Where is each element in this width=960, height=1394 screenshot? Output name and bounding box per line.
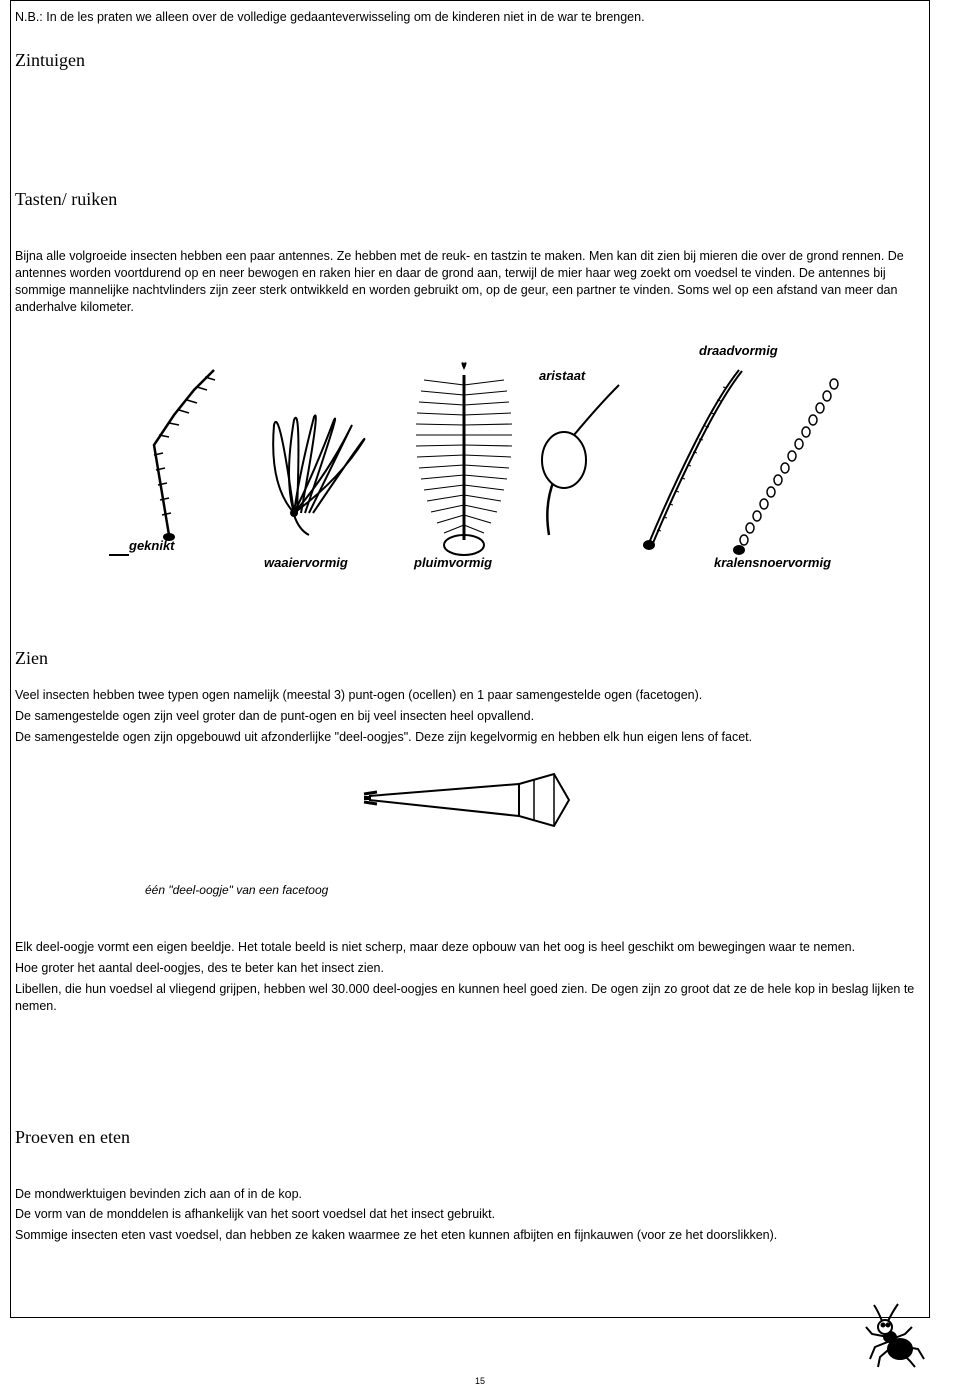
ommatidium-figure xyxy=(15,766,923,841)
page-container: N.B.: In de les praten we alleen over de… xyxy=(0,0,960,1394)
page-number: 15 xyxy=(0,1376,960,1386)
paragraph-proeven2: De vorm van de monddelen is afhankelijk … xyxy=(15,1206,923,1223)
paragraph-tasten: Bijna alle volgroeide insecten hebben ee… xyxy=(15,248,923,316)
label-draad: draadvormig xyxy=(699,343,778,358)
heading-proeven: Proeven en eten xyxy=(15,1127,923,1148)
label-waaier: waaiervormig xyxy=(264,555,348,570)
spacer xyxy=(15,861,923,871)
spacer xyxy=(15,1019,923,1079)
antenna-figure: geknikt waaiervormig xyxy=(15,335,923,580)
heading-zien: Zien xyxy=(15,648,923,669)
paragraph-zien5: Hoe groter het aantal deel-oogjes, des t… xyxy=(15,960,923,977)
antenna-illustration: geknikt waaiervormig xyxy=(89,335,849,575)
heading-tasten: Tasten/ ruiken xyxy=(15,189,923,210)
label-aristaat: aristaat xyxy=(539,368,586,383)
spacer xyxy=(15,1156,923,1186)
label-kralen: kralensnoervormig xyxy=(714,555,831,570)
paragraph-proeven1: De mondwerktuigen bevinden zich aan of i… xyxy=(15,1186,923,1203)
spacer xyxy=(15,909,923,939)
label-pluim: pluimvormig xyxy=(413,555,492,570)
content-box: N.B.: In de les praten we alleen over de… xyxy=(10,0,930,1318)
paragraph-zien2: De samengestelde ogen zijn veel groter d… xyxy=(15,708,923,725)
spacer xyxy=(15,1079,923,1109)
paragraph-zien6: Libellen, die hun voedsel al vliegend gr… xyxy=(15,981,923,1015)
caption-zien: één "deel-oogje" van een facetoog xyxy=(145,883,923,897)
nb-note: N.B.: In de les praten we alleen over de… xyxy=(15,9,923,26)
heading-zintuigen: Zintuigen xyxy=(15,50,923,71)
spacer xyxy=(15,677,923,687)
spacer xyxy=(15,218,923,248)
spacer xyxy=(15,111,923,171)
ant-icon xyxy=(860,1299,930,1374)
paragraph-proeven3: Sommige insecten eten vast voedsel, dan … xyxy=(15,1227,923,1244)
spacer xyxy=(15,600,923,630)
label-geknikt: geknikt xyxy=(128,538,175,553)
ommatidium-illustration xyxy=(359,766,579,836)
paragraph-zien3: De samengestelde ogen zijn opgebouwd uit… xyxy=(15,729,923,746)
paragraph-zien4: Elk deel-oogje vormt een eigen beeldje. … xyxy=(15,939,923,956)
paragraph-zien1: Veel insecten hebben twee typen ogen nam… xyxy=(15,687,923,704)
